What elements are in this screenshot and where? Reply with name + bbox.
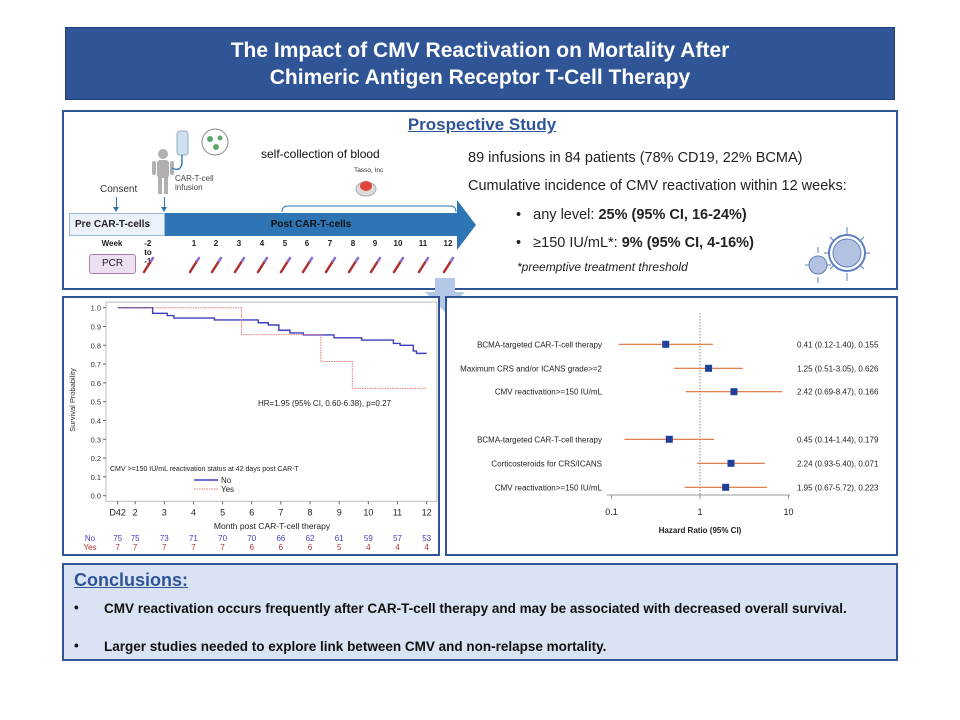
week-number: 10 <box>393 239 403 248</box>
post-car-t-label: Post CAR-T-cells <box>270 219 352 230</box>
pcr-box: PCR <box>89 254 136 274</box>
week-number: 3 <box>236 239 242 248</box>
infusion-arrowhead-icon <box>161 207 167 212</box>
any-level-value: 25% (95% CI, 16-24%) <box>598 207 747 223</box>
infusion-label-line-2: infusion <box>175 183 203 192</box>
any-level-label: any level: <box>533 207 599 223</box>
week-number: -2 to -1 <box>144 239 152 266</box>
week-number: 6 <box>304 239 310 248</box>
conclusion-bullet: • CMV reactivation occurs frequently afte… <box>74 600 890 618</box>
conclusion-text: Larger studies needed to explore link be… <box>104 639 607 654</box>
title-line-2: Chimeric Antigen Receptor T-Cell Therapy <box>269 65 691 89</box>
threshold-value: 9% (95% CI, 4-16%) <box>621 235 754 251</box>
person-iv-illustration <box>152 128 229 194</box>
week-number: 8 <box>350 239 356 248</box>
week-number: 1 <box>191 239 197 248</box>
title-line-1: The Impact of CMV Reactivation on Mortal… <box>230 38 730 62</box>
infusion-label-line-1: CAR-T-cell <box>175 174 214 183</box>
incidence-heading: Cumulative incidence of CMV reactivation… <box>468 178 847 194</box>
week-label: Week <box>101 239 123 248</box>
consent-arrow-icon <box>116 197 117 209</box>
infusion-label: CAR-T-cell infusion <box>175 174 214 192</box>
collection-bracket <box>281 205 457 213</box>
footnote: *preemptive treatment threshold <box>517 260 688 274</box>
tasso-device-icon <box>355 181 377 197</box>
person-icon <box>152 149 174 194</box>
iv-bag-icon <box>171 130 189 171</box>
conclusions-heading: Conclusions: <box>74 570 189 590</box>
survival-curve-panel <box>62 296 440 556</box>
week-number: 7 <box>327 239 333 248</box>
week-number: 12 <box>443 239 453 248</box>
consent-arrowhead-icon <box>113 207 119 212</box>
infusions-summary: 89 infusions in 84 patients (78% CD19, 2… <box>468 150 803 166</box>
tasso-label: Tasso, Inc <box>354 167 384 174</box>
bullet-threshold: • ≥150 IU/mL*: 9% (95% CI, 4-16%) <box>516 235 754 251</box>
week-number: 4 <box>259 239 265 248</box>
consent-label: Consent <box>100 184 138 195</box>
threshold-label: ≥150 IU/mL*: <box>533 235 622 251</box>
week-number: 2 <box>213 239 219 248</box>
virus-icon <box>805 227 870 283</box>
t-cell-icon <box>201 128 229 156</box>
title-banner: The Impact of CMV Reactivation on Mortal… <box>65 27 895 100</box>
bullet-any-level: • any level: 25% (95% CI, 16-24%) <box>516 207 747 223</box>
pre-car-t-segment: Pre CAR-T-cells <box>69 213 165 236</box>
infusion-arrow-icon <box>164 197 165 209</box>
self-collection-label: self-collection of blood <box>261 147 380 161</box>
post-car-t-arrow <box>165 200 476 250</box>
week-number: 9 <box>372 239 378 248</box>
prospective-study-panel: Prospective Study <box>62 110 898 290</box>
conclusions-panel: Conclusions: • CMV reactivation occurs fr… <box>62 563 898 661</box>
conclusion-bullet: • Larger studies needed to explore link b… <box>74 638 890 656</box>
week-number: 5 <box>282 239 288 248</box>
down-arrow-icon <box>425 278 465 312</box>
study-heading: Prospective Study <box>407 115 557 134</box>
forest-plot-panel <box>445 296 898 556</box>
week-number: 11 <box>418 239 428 248</box>
conclusion-text: CMV reactivation occurs frequently after… <box>104 601 847 616</box>
